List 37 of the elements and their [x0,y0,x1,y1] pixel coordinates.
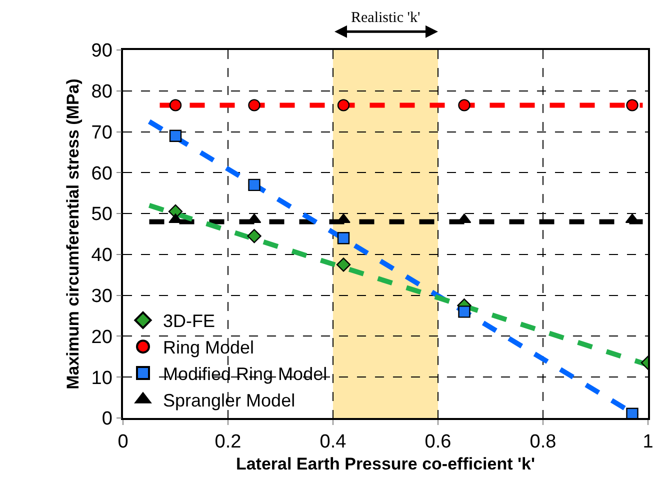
legend-label: Sprangler Model [163,390,296,410]
x-tick-label: 0 [118,432,128,453]
y-tick-label: 70 [91,122,112,144]
point [337,232,350,244]
y-tick-label: 50 [91,204,112,226]
x-tick-label: 0.6 [424,432,452,453]
x-tick-label: 0.8 [530,432,556,453]
y-tick-label: 90 [91,40,112,62]
point [248,99,260,112]
point [169,99,182,112]
point [247,228,262,244]
y-axis-title: Maximum circumferential stress (MPa) [63,78,82,390]
point [169,130,182,142]
legend-label: Modified Ring Model [163,364,328,384]
legend-label: 3D-FE [163,311,216,332]
y-tick-label: 10 [91,368,112,389]
point [336,214,350,224]
point [248,178,260,192]
y-tick-label: 0 [102,408,112,430]
point [337,99,350,112]
legend-label: Ring Model [163,338,254,358]
x-tick-label: 1 [642,432,654,453]
point [626,99,638,112]
point [458,306,470,318]
x-tick-label: 0.4 [320,432,347,453]
y-tick-label: 60 [91,163,112,184]
point [168,214,182,224]
y-tick-label: 30 [91,286,112,307]
point [626,408,638,418]
x-tick-label: 0.2 [214,432,242,453]
y-tick-label: 20 [91,326,112,348]
point [336,258,351,272]
y-tick-label: 40 [91,245,112,266]
x-axis-title: Lateral Earth Pressure co-efficient 'k' [236,454,536,474]
y-tick-label: 80 [91,82,112,103]
point [458,99,470,112]
band-label: Realistic 'k' [351,10,420,26]
